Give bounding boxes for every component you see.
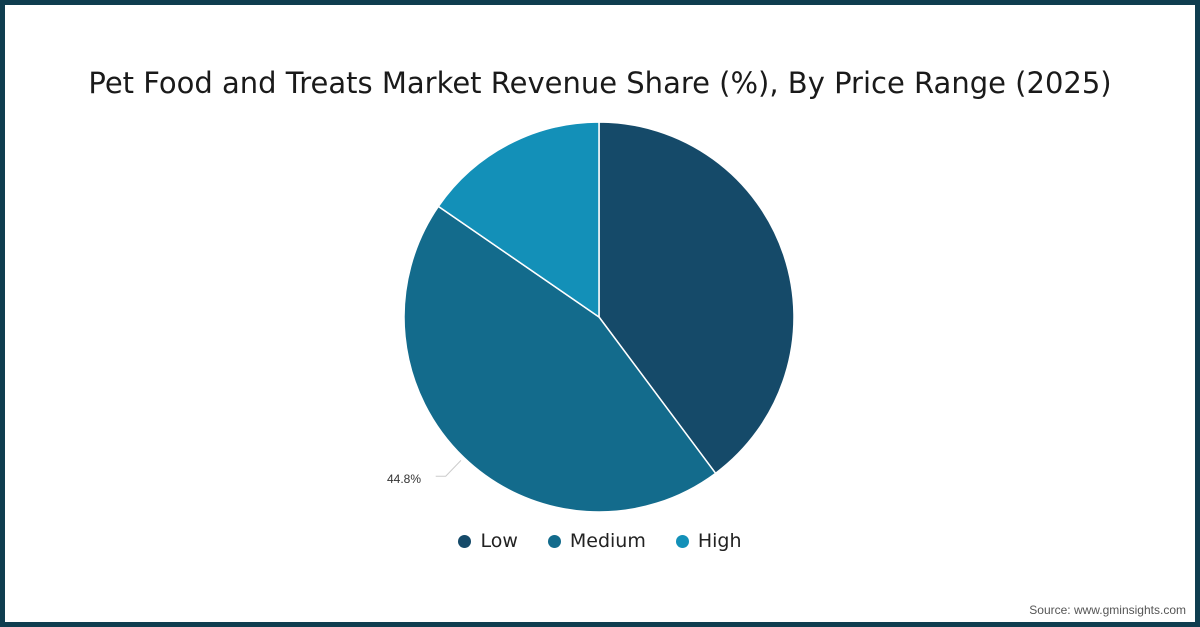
- pie-slice-low[interactable]: [598, 121, 795, 475]
- pie-slices: [403, 121, 795, 513]
- legend-dot-icon: [675, 534, 689, 548]
- data-label-medium: 44.8%: [387, 472, 422, 486]
- legend: Low Medium High: [0, 530, 1200, 552]
- legend-label: High: [697, 530, 742, 552]
- pie-slice-medium[interactable]: [403, 205, 717, 513]
- legend-label: Medium: [569, 530, 646, 552]
- legend-label: Low: [480, 530, 518, 552]
- legend-item-medium[interactable]: Medium: [547, 530, 646, 552]
- legend-dot-icon: [458, 534, 472, 548]
- chart-title: Pet Food and Treats Market Revenue Share…: [88, 66, 1112, 100]
- legend-item-high[interactable]: High: [675, 530, 742, 552]
- legend-dot-icon: [547, 534, 561, 548]
- source-note: Source: www.gminsights.com: [1029, 603, 1186, 617]
- legend-item-low[interactable]: Low: [458, 530, 518, 552]
- leader-line: [435, 459, 462, 477]
- pie-slice-high[interactable]: [437, 121, 600, 319]
